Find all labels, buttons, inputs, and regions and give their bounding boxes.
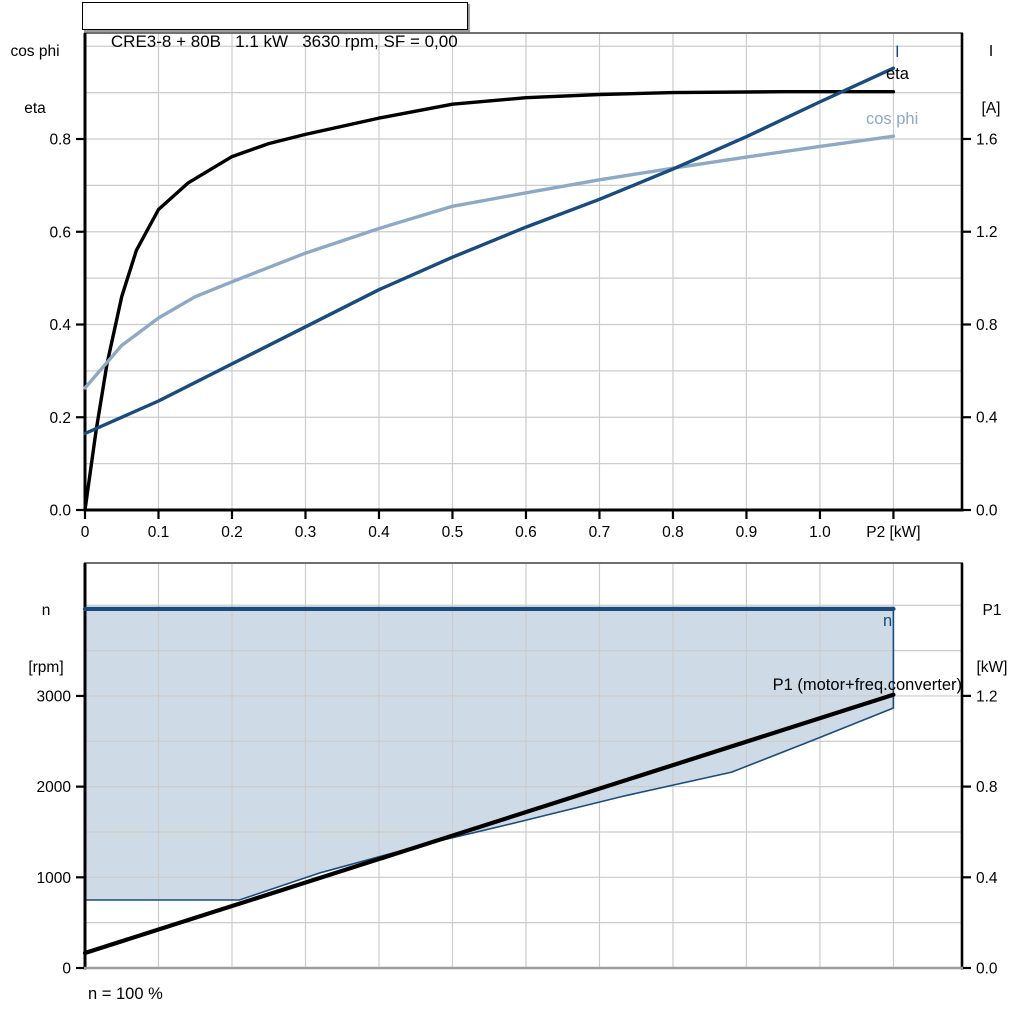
- speed-control-range-fill: [85, 608, 894, 900]
- bottom-left-axis-title: n [rpm]: [14, 563, 78, 715]
- axis-title-line: I: [988, 43, 994, 60]
- tick-label: 0.8: [976, 779, 998, 796]
- cos-phi-curve: [83, 134, 896, 390]
- speed-setpoint-footnote: n = 100 %: [88, 985, 163, 1003]
- tick-label: 0.0: [49, 503, 71, 520]
- tick-label: 0.4: [49, 317, 71, 334]
- tick-label: 0.6: [49, 224, 71, 241]
- chart-title: CRE3-8 + 80B 1.1 kW 3630 rpm, SF = 0,00: [110, 32, 458, 51]
- chart-title-box: CRE3-8 + 80B 1.1 kW 3630 rpm, SF = 0,00: [82, 2, 468, 51]
- axis-title-line: cos phi: [10, 43, 60, 60]
- tick-label: 0.1: [148, 524, 170, 541]
- tick-label: 2000: [37, 779, 72, 796]
- axis-title-line: P1: [982, 602, 1002, 619]
- axis-title-line: n: [41, 602, 51, 619]
- i-curve: [83, 66, 896, 436]
- eta-curve-label: eta: [886, 65, 909, 83]
- tick-label: 0.6: [515, 524, 537, 541]
- tick-label: 0.0: [976, 503, 998, 520]
- tick-label: 0.5: [442, 524, 464, 541]
- bottom-right-axis-title: P1 [kW]: [960, 563, 1024, 715]
- tick-label: 1.2: [976, 224, 998, 241]
- i-curve-label: I: [895, 43, 900, 61]
- tick-label: 0.8: [662, 524, 684, 541]
- tick-label: 0.3: [295, 524, 317, 541]
- tick-label: 1.2: [976, 688, 998, 705]
- tick-label: 1.0: [809, 524, 831, 541]
- tick-label: 3000: [37, 688, 72, 705]
- tick-label: 0.7: [589, 524, 611, 541]
- tick-label: 0.2: [221, 524, 243, 541]
- n-curve-label: n: [883, 612, 893, 630]
- tick-label: 0.4: [368, 524, 390, 541]
- tick-label: 0: [81, 524, 90, 541]
- eta-curve: [83, 89, 896, 512]
- tick-label: 0.8: [49, 132, 71, 149]
- speed-control-range-boundary: [85, 608, 895, 901]
- tick-label: P2 [kW]: [866, 524, 920, 541]
- tick-label: 0.4: [976, 870, 998, 887]
- tick-label: 0.9: [736, 524, 758, 541]
- tick-label: 1.6: [976, 131, 998, 148]
- top-right-axis-title: I [A]: [961, 4, 1021, 156]
- tick-label: 0.2: [49, 410, 71, 427]
- p1-curve-label: P1 (motor+freq.converter): [772, 676, 962, 694]
- tick-label: 0.4: [976, 410, 998, 427]
- tick-label: 0.8: [976, 317, 998, 334]
- cos-phi-curve-label: cos phi: [866, 110, 919, 128]
- p1-curve: [82, 692, 896, 956]
- axis-title-line: [A]: [981, 100, 1001, 117]
- top-left-axis-title: cos phi eta: [0, 4, 70, 156]
- tick-label: 1000: [37, 870, 72, 887]
- tick-label: 0: [62, 961, 71, 978]
- axis-title-line: eta: [24, 100, 46, 117]
- axis-title-line: [kW]: [976, 659, 1008, 676]
- axis-title-line: [rpm]: [28, 659, 64, 676]
- tick-label: 0.0: [976, 961, 998, 978]
